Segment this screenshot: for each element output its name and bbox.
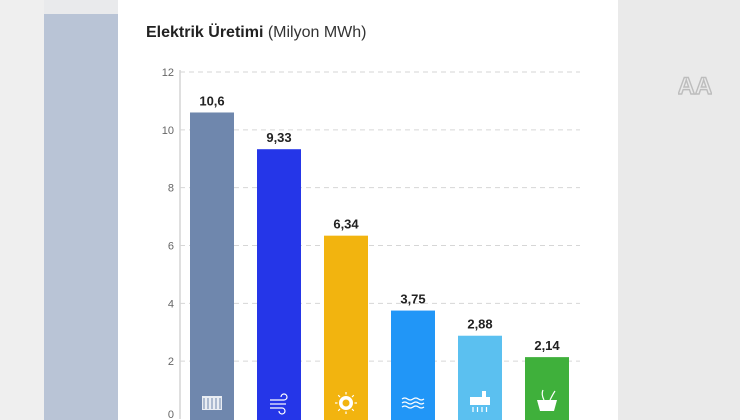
bar-value-label: 10,6 [199, 93, 224, 108]
chart-unit: (Milyon MWh) [267, 24, 367, 41]
chart-title-text: Elektrik Üretimi [146, 24, 264, 41]
bar-hydro [391, 310, 435, 420]
bar-group-coal: 10,6 [190, 93, 234, 420]
aa-logo: AA [678, 72, 712, 100]
bar-group-wind: 9,33 [257, 130, 301, 420]
y-tick-label: 8 [168, 183, 174, 195]
biomass-icon [537, 389, 557, 411]
y-tick-label: 10 [162, 125, 174, 137]
bar-value-label: 6,34 [333, 217, 359, 232]
aa-logo-text: AA [678, 73, 712, 100]
bar-wind [257, 149, 301, 420]
wind-icon [270, 393, 288, 415]
left-background [0, 0, 118, 420]
bar-group-hydro: 3,75 [391, 292, 435, 420]
solar-icon [335, 392, 357, 414]
bar-value-label: 3,75 [400, 292, 425, 307]
y-tick-label: 4 [168, 298, 174, 310]
bar-value-label: 2,14 [534, 338, 560, 353]
left-blue-band [44, 14, 118, 420]
bar-group-biomass: 2,14 [525, 338, 569, 420]
bar-value-label: 9,33 [266, 130, 291, 145]
right-background [618, 0, 740, 420]
bar-group-solar: 6,34 [324, 217, 368, 420]
bar-coal [190, 112, 234, 420]
water-icon [401, 397, 425, 409]
y-tick-label: 6 [168, 241, 174, 253]
coal-plant-icon [202, 396, 222, 410]
gas-plant-icon [470, 391, 490, 412]
y-tick-label: 0 [168, 409, 174, 420]
bar-natural-gas [458, 335, 502, 420]
bar-group-natural-gas: 2,88 [458, 317, 502, 420]
y-tick-label: 12 [162, 67, 174, 79]
bar-solar [324, 235, 368, 420]
bar-value-label: 2,88 [467, 317, 492, 332]
chart-title: Elektrik Üretimi (Milyon MWh) [146, 24, 367, 42]
y-tick-label: 2 [168, 356, 174, 368]
